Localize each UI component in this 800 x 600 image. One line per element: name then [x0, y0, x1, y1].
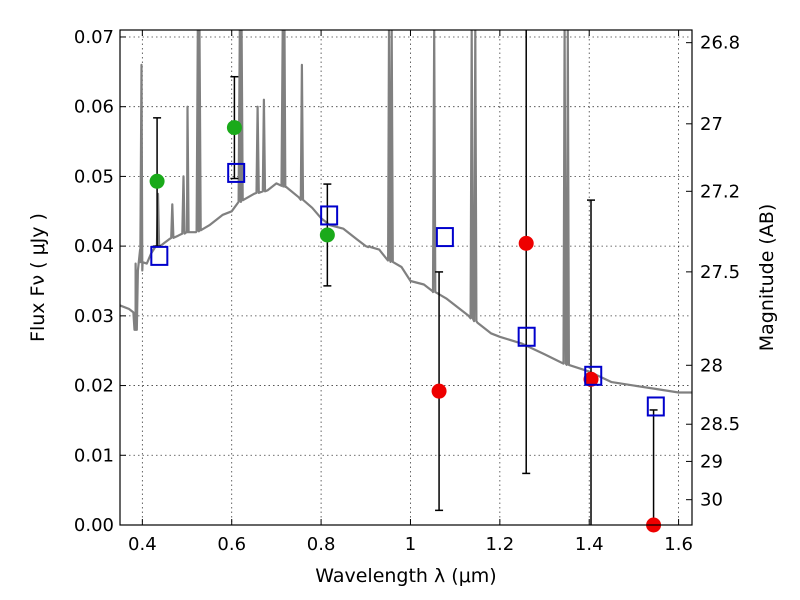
- y-tick-label: 0.03: [74, 306, 114, 327]
- x-tick-label: 0.8: [307, 534, 336, 555]
- right-tick-label: 27.2: [700, 181, 740, 202]
- plot-frame: [119, 29, 693, 526]
- right-tick-label: 29: [700, 451, 723, 472]
- y-axis-title: Flux Fν ( μJy ): [27, 213, 49, 342]
- right-tick-label: 28.5: [700, 414, 740, 435]
- ticks-layer: 0.4 0.6 0.8 1 1.2 1.4 1.6 0.00 0.01 0.02 0.03 0.04 0…: [74, 27, 740, 555]
- x-axis-title: Wavelength λ (μm): [315, 565, 496, 587]
- y-tick-label: 0.02: [74, 376, 114, 397]
- y-tick-label: 0.07: [74, 27, 114, 48]
- model-square: [646, 396, 665, 417]
- x-tick-label: 0.4: [128, 534, 157, 555]
- non-detection-point: [518, 235, 534, 251]
- model-square: [517, 326, 536, 347]
- y-tick-label: 0.00: [74, 515, 114, 536]
- detection-point: [226, 120, 242, 136]
- y-tick-label: 0.06: [74, 97, 114, 118]
- right-tick-label: 26.8: [700, 33, 740, 54]
- spectrum-layer: [120, 30, 692, 394]
- model-square: [227, 162, 246, 183]
- right-tick-label: 30: [700, 490, 723, 511]
- errorbar-layer: [153, 30, 658, 525]
- x-tick-label: 1: [405, 534, 416, 555]
- model-square: [584, 365, 603, 386]
- right-tick-label: 27.5: [700, 262, 740, 283]
- right-axis-title: Magnitude (AB): [756, 204, 778, 352]
- non-detection-point: [431, 383, 447, 399]
- y-tick-label: 0.01: [74, 445, 114, 466]
- spectrum-line: [120, 30, 692, 394]
- right-tick-label: 27: [700, 114, 723, 135]
- detection-point: [319, 227, 335, 243]
- right-tick-label: 28: [700, 355, 723, 376]
- non-detection-point: [583, 371, 599, 387]
- y-tick-label: 0.04: [74, 236, 114, 257]
- x-tick-label: 1.4: [575, 534, 604, 555]
- model-layer: [150, 162, 665, 417]
- model-square: [320, 205, 339, 226]
- detection-point: [149, 173, 165, 189]
- grid-layer: [120, 30, 692, 526]
- model-square: [150, 245, 169, 266]
- y-tick-label: 0.05: [74, 166, 114, 187]
- x-tick-label: 1.2: [486, 534, 515, 555]
- points-layer: [149, 120, 662, 533]
- x-tick-label: 0.6: [217, 534, 246, 555]
- model-square: [435, 227, 454, 248]
- x-tick-label: 1.6: [664, 534, 693, 555]
